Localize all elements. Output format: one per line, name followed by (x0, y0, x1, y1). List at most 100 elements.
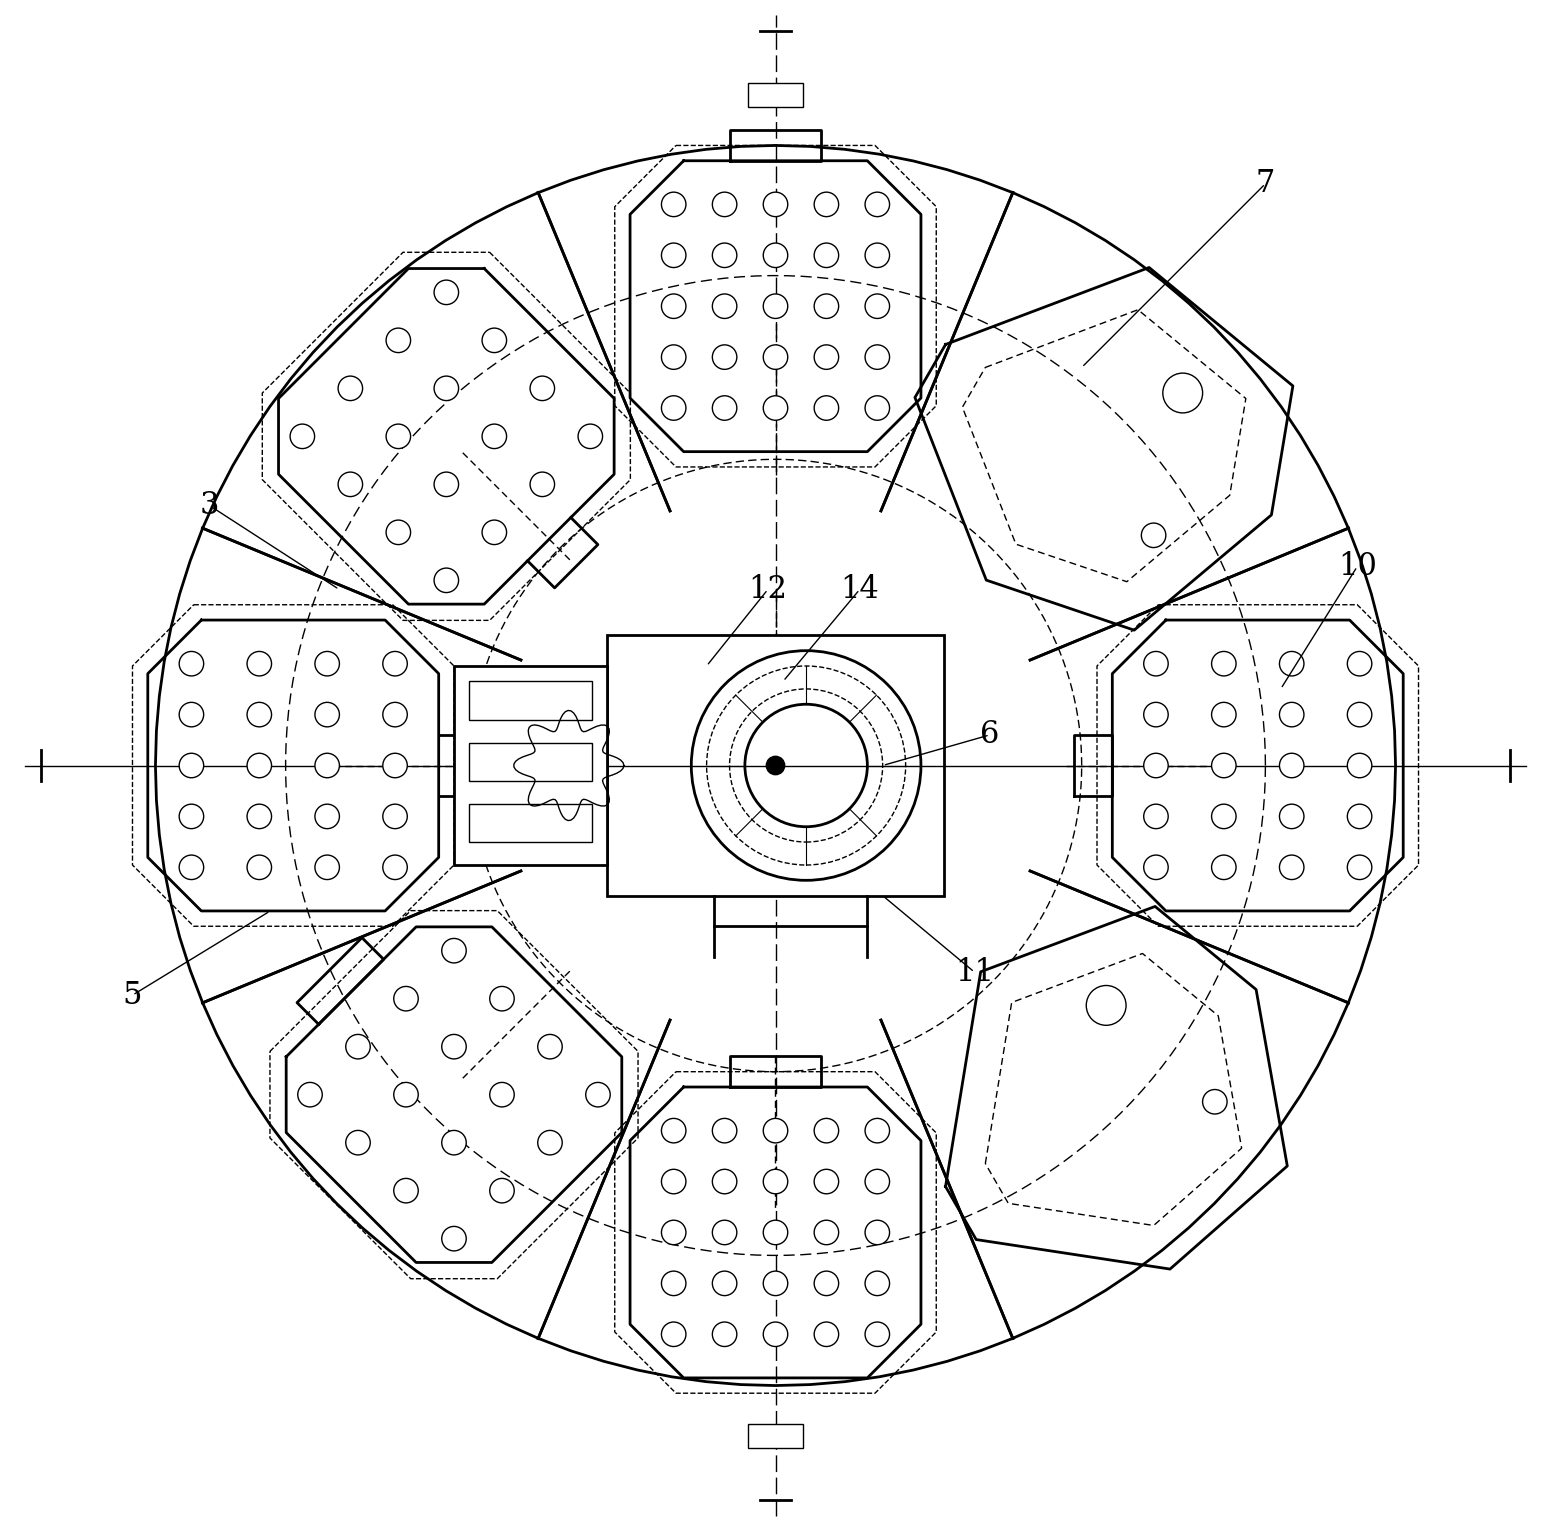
Circle shape (1348, 703, 1371, 727)
Circle shape (661, 294, 686, 318)
FancyBboxPatch shape (470, 681, 592, 720)
Circle shape (247, 854, 271, 879)
Circle shape (1280, 854, 1304, 879)
Circle shape (442, 1130, 467, 1154)
Circle shape (661, 1323, 686, 1347)
Circle shape (661, 243, 686, 268)
Circle shape (434, 472, 459, 496)
Circle shape (315, 703, 340, 727)
Circle shape (1280, 804, 1304, 828)
Circle shape (386, 424, 411, 449)
Circle shape (712, 395, 737, 419)
Circle shape (338, 472, 363, 496)
Circle shape (346, 1035, 371, 1059)
Circle shape (386, 521, 411, 545)
Circle shape (1211, 804, 1236, 828)
Circle shape (482, 521, 507, 545)
Text: 7: 7 (1256, 168, 1275, 199)
Circle shape (386, 328, 411, 352)
Circle shape (1280, 651, 1304, 677)
Circle shape (1348, 651, 1371, 677)
Circle shape (247, 651, 271, 677)
Circle shape (1143, 804, 1168, 828)
Circle shape (434, 377, 459, 401)
Circle shape (1163, 374, 1202, 413)
Circle shape (763, 191, 788, 217)
Circle shape (315, 753, 340, 778)
FancyBboxPatch shape (748, 1424, 803, 1448)
Circle shape (1086, 986, 1126, 1026)
Circle shape (814, 1118, 839, 1142)
Circle shape (814, 191, 839, 217)
Circle shape (814, 1220, 839, 1245)
Circle shape (712, 1170, 737, 1194)
Text: 14: 14 (841, 574, 879, 605)
Circle shape (394, 1179, 419, 1203)
Circle shape (1348, 753, 1371, 778)
Circle shape (865, 344, 890, 369)
Circle shape (712, 294, 737, 318)
Circle shape (763, 395, 788, 419)
Circle shape (763, 1323, 788, 1347)
Circle shape (712, 1271, 737, 1295)
Circle shape (394, 1082, 419, 1107)
Circle shape (865, 1118, 890, 1142)
Circle shape (865, 294, 890, 318)
Circle shape (814, 243, 839, 268)
Circle shape (814, 1323, 839, 1347)
Circle shape (338, 377, 363, 401)
Text: 11: 11 (955, 957, 994, 987)
Circle shape (315, 804, 340, 828)
Circle shape (865, 1220, 890, 1245)
Circle shape (1202, 1090, 1227, 1115)
Circle shape (865, 191, 890, 217)
FancyBboxPatch shape (454, 666, 606, 865)
Circle shape (383, 651, 408, 677)
Circle shape (1143, 703, 1168, 727)
Circle shape (586, 1082, 610, 1107)
FancyBboxPatch shape (470, 743, 592, 781)
Text: 10: 10 (1339, 551, 1377, 582)
Circle shape (763, 243, 788, 268)
Circle shape (490, 1082, 515, 1107)
Circle shape (383, 854, 408, 879)
Circle shape (1142, 524, 1166, 548)
Circle shape (763, 344, 788, 369)
FancyBboxPatch shape (748, 83, 803, 107)
Circle shape (1348, 854, 1371, 879)
Text: 5: 5 (123, 980, 143, 1010)
Circle shape (1143, 651, 1168, 677)
Circle shape (763, 294, 788, 318)
Circle shape (712, 1220, 737, 1245)
Circle shape (1280, 753, 1304, 778)
Circle shape (1143, 854, 1168, 879)
Circle shape (442, 939, 467, 963)
Circle shape (530, 472, 555, 496)
Circle shape (1280, 703, 1304, 727)
Text: 6: 6 (980, 720, 999, 750)
Circle shape (661, 1118, 686, 1142)
Circle shape (315, 651, 340, 677)
Circle shape (865, 1170, 890, 1194)
Circle shape (434, 568, 459, 592)
Circle shape (482, 424, 507, 449)
Circle shape (661, 344, 686, 369)
Circle shape (763, 1271, 788, 1295)
Circle shape (814, 294, 839, 318)
Circle shape (383, 703, 408, 727)
Text: 12: 12 (748, 574, 788, 605)
Circle shape (1348, 804, 1371, 828)
Circle shape (394, 986, 419, 1010)
Circle shape (579, 424, 603, 449)
Circle shape (661, 1220, 686, 1245)
Circle shape (538, 1035, 561, 1059)
Circle shape (814, 344, 839, 369)
Circle shape (712, 1323, 737, 1347)
Circle shape (180, 703, 203, 727)
Circle shape (865, 243, 890, 268)
Circle shape (490, 986, 515, 1010)
FancyBboxPatch shape (470, 804, 592, 842)
Circle shape (1211, 703, 1236, 727)
Circle shape (383, 804, 408, 828)
Circle shape (180, 804, 203, 828)
